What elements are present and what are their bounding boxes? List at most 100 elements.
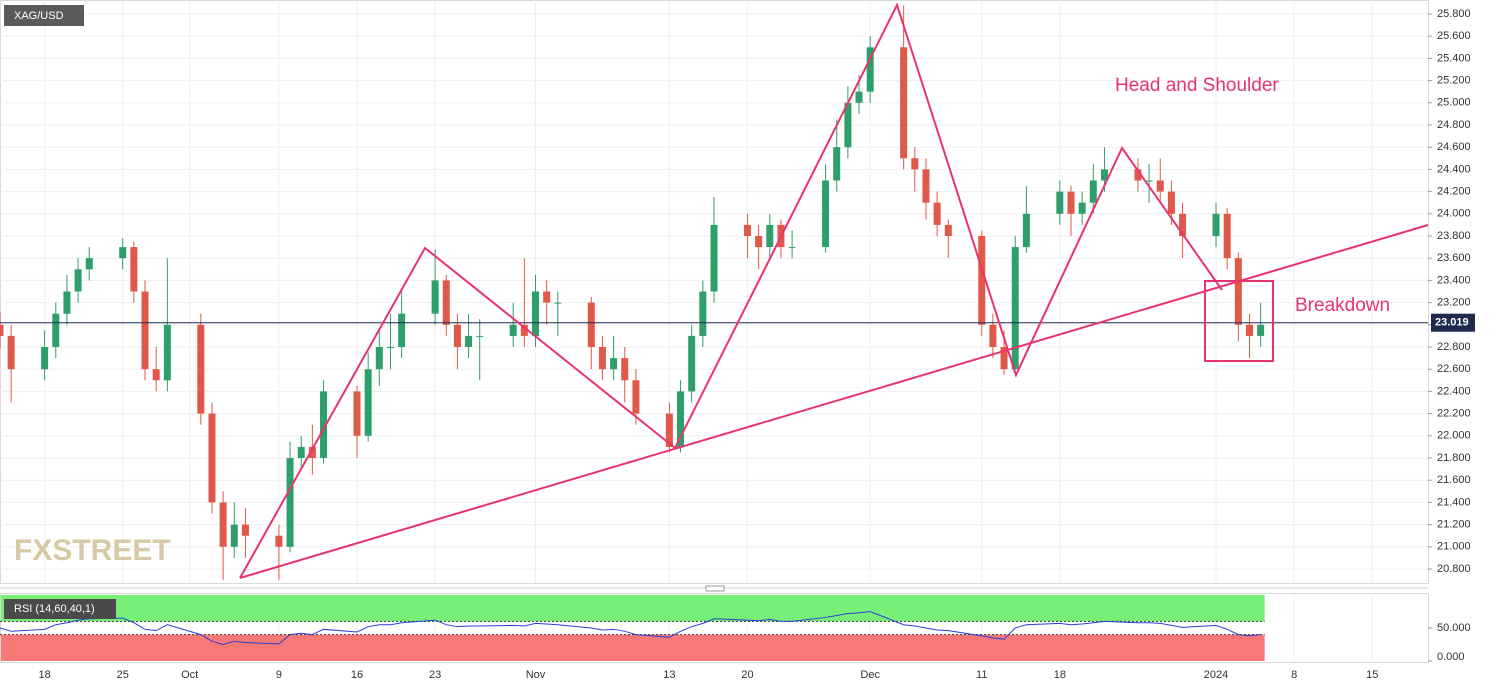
y-tick-label: 25.400 [1437,52,1471,64]
candle-body [1056,191,1064,214]
x-tick-label: 16 [351,669,363,681]
y-tick-label: 23.600 [1437,252,1471,264]
candle-body [509,324,517,336]
candle-body [465,335,473,348]
candle-body [63,291,71,314]
candle-body [1078,202,1086,214]
candle-body [699,291,707,336]
y-tick-label: 20.800 [1437,563,1471,575]
y-tick-label: 22.800 [1437,341,1471,353]
candle-body [665,413,673,447]
candle-body [1089,180,1097,203]
candle-body [755,235,763,248]
y-tick-label: 23.400 [1437,274,1471,286]
y-tick-label: 21.200 [1437,519,1471,531]
candle-body [1011,247,1019,370]
x-tick-label: 13 [663,669,675,681]
zigzag [239,2,1223,579]
candle-body [632,380,640,414]
y-tick-label: 25.800 [1437,8,1471,20]
candle-body [978,235,986,325]
symbol-box [4,5,84,26]
x-tick-label: 18 [39,669,51,681]
candle-body [520,324,528,336]
candle-body [219,502,227,547]
candle-body [74,269,82,292]
candle-body [1067,191,1075,214]
candle-body [822,180,830,248]
candle-body [598,347,606,370]
candle-body [453,324,461,348]
x-tick-label: 8 [1291,669,1297,681]
candle-body [7,335,15,370]
candle-body [297,446,305,459]
candle-body [621,358,629,381]
candle-body [152,369,160,381]
candle-body [308,446,316,459]
candle-body [677,391,685,447]
y-tick-label: 24.200 [1437,186,1471,198]
candle-body [197,324,205,414]
candle-body [1179,213,1187,236]
candle-body [85,258,93,270]
rsi-tick-label: 50.000 [1437,622,1471,634]
candle-body [743,224,751,236]
candle-body [610,358,618,370]
candle-body [431,280,439,314]
annotation: Head and Shoulder [1115,75,1279,96]
candle-body [844,102,852,148]
candle-body [1100,169,1108,181]
y-tick-label: 21.000 [1437,541,1471,553]
x-tick-label: 25 [117,669,129,681]
y-tick-label: 25.200 [1437,74,1471,86]
pattern-lines [239,2,1429,654]
y-tick-label: 22.400 [1437,385,1471,397]
candle-body [1000,347,1008,370]
breakdown-box [1204,280,1274,362]
candle-body [532,291,539,336]
candle-body [1145,180,1153,182]
candle-body [163,324,171,381]
y-tick-label: 23.200 [1437,297,1471,309]
candle-body [1134,169,1142,181]
y-tick-label: 21.400 [1437,496,1471,508]
x-tick-label: Oct [181,669,198,681]
y-tick-label: 23.800 [1437,230,1471,242]
y-tick-label: 22.200 [1437,408,1471,420]
x-tick-label: 20 [741,669,753,681]
candle-body [933,202,941,225]
candle-body [275,535,283,547]
candle-body [320,391,328,459]
candle-body [141,291,149,370]
y-tick-label: 24.600 [1437,141,1471,153]
candle-body [788,247,796,249]
x-tick-label: Nov [526,669,546,681]
candle-body [710,224,718,292]
candle-body [208,413,216,503]
x-tick-label: 18 [1054,669,1066,681]
y-tick-label: 25.600 [1437,30,1471,42]
y-tick-label: 24.000 [1437,208,1471,220]
candle-body [1257,324,1265,336]
candle-body [130,247,138,292]
candle-body [554,302,562,304]
x-tick-label: 11 [976,669,987,681]
y-tick-label: 24.400 [1437,163,1471,175]
candle-body [442,280,450,325]
candle-body [922,169,930,203]
rsi-line [0,610,1261,646]
candle-body [386,347,394,349]
candle-body [364,369,372,436]
y-tick-label: 25.000 [1437,97,1471,109]
candle-body [119,247,127,259]
candle-body [1223,213,1231,259]
x-tick-label: 2024 [1204,669,1228,681]
candle-body [989,324,997,348]
x-tick-label: Dec [860,669,880,681]
annotation: Breakdown [1295,295,1390,316]
pane-handle[interactable] [705,585,725,592]
candle-body [1246,324,1253,336]
candle-body [1156,180,1164,192]
last-price-label: 23.019 [1435,317,1469,329]
